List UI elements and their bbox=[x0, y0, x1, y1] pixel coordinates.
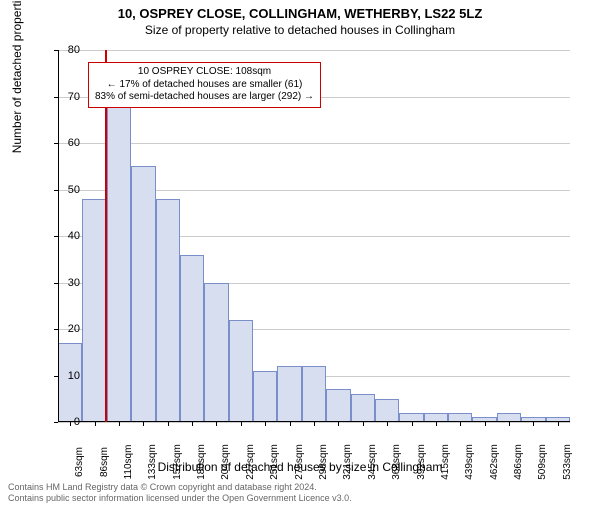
y-tick bbox=[54, 283, 58, 284]
histogram-bar bbox=[277, 366, 301, 422]
x-tick bbox=[314, 422, 315, 426]
histogram-bar bbox=[326, 389, 350, 422]
y-tick bbox=[54, 50, 58, 51]
x-tick bbox=[265, 422, 266, 426]
gridline bbox=[58, 143, 570, 144]
x-tick bbox=[533, 422, 534, 426]
x-tick bbox=[70, 422, 71, 426]
annotation-line: 83% of semi-detached houses are larger (… bbox=[95, 91, 314, 104]
histogram-bar bbox=[375, 399, 399, 422]
chart-subtitle: Size of property relative to detached ho… bbox=[0, 23, 600, 37]
x-tick bbox=[558, 422, 559, 426]
y-tick bbox=[54, 236, 58, 237]
x-tick bbox=[387, 422, 388, 426]
histogram-bar bbox=[82, 199, 106, 422]
histogram-bar bbox=[107, 97, 131, 423]
footnote: Contains HM Land Registry data © Crown c… bbox=[8, 482, 352, 504]
chart-title: 10, OSPREY CLOSE, COLLINGHAM, WETHERBY, … bbox=[0, 6, 600, 21]
x-tick bbox=[216, 422, 217, 426]
x-tick bbox=[168, 422, 169, 426]
x-tick bbox=[143, 422, 144, 426]
x-tick bbox=[509, 422, 510, 426]
y-tick bbox=[54, 190, 58, 191]
y-tick bbox=[54, 376, 58, 377]
x-tick bbox=[363, 422, 364, 426]
histogram-bar bbox=[302, 366, 326, 422]
x-tick bbox=[436, 422, 437, 426]
y-tick bbox=[54, 97, 58, 98]
y-axis-title: Number of detached properties bbox=[10, 0, 24, 153]
x-tick bbox=[95, 422, 96, 426]
annotation-line: 10 OSPREY CLOSE: 108sqm bbox=[95, 66, 314, 79]
x-tick bbox=[338, 422, 339, 426]
x-tick bbox=[119, 422, 120, 426]
y-tick bbox=[54, 143, 58, 144]
histogram-bar bbox=[351, 394, 375, 422]
histogram-bar bbox=[229, 320, 253, 422]
histogram-bar bbox=[204, 283, 228, 423]
x-tick bbox=[241, 422, 242, 426]
x-tick bbox=[412, 422, 413, 426]
annotation-box: 10 OSPREY CLOSE: 108sqm← 17% of detached… bbox=[88, 62, 321, 108]
histogram-bar bbox=[131, 166, 155, 422]
x-tick bbox=[460, 422, 461, 426]
chart-container: 10, OSPREY CLOSE, COLLINGHAM, WETHERBY, … bbox=[0, 6, 600, 506]
y-tick bbox=[54, 422, 58, 423]
histogram-bar bbox=[58, 343, 82, 422]
annotation-line: ← 17% of detached houses are smaller (61… bbox=[95, 79, 314, 92]
histogram-bar bbox=[253, 371, 277, 422]
gridline bbox=[58, 50, 570, 51]
y-tick bbox=[54, 329, 58, 330]
footnote-line-2: Contains public sector information licen… bbox=[8, 493, 352, 504]
histogram-bar bbox=[156, 199, 180, 422]
footnote-line-1: Contains HM Land Registry data © Crown c… bbox=[8, 482, 352, 493]
x-tick bbox=[485, 422, 486, 426]
x-axis-title: Distribution of detached houses by size … bbox=[0, 460, 600, 474]
x-tick bbox=[290, 422, 291, 426]
x-tick bbox=[192, 422, 193, 426]
histogram-bar bbox=[180, 255, 204, 422]
